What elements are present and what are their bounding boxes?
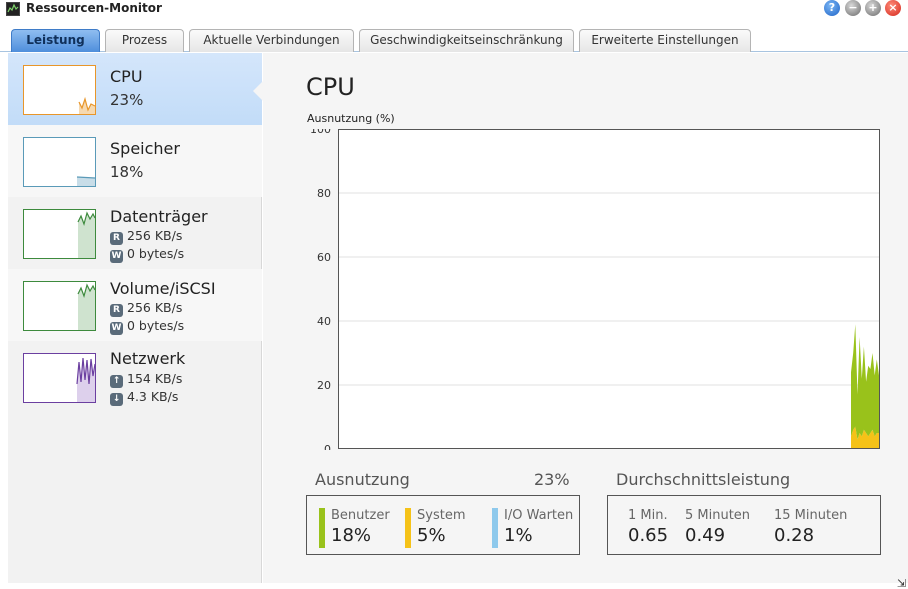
cpu-chart-svg: 100 80 60 40 20 0 [310, 129, 880, 450]
disk-write-rate: W 0 bytes/s [110, 246, 185, 263]
network-thumbnail-graph [23, 353, 96, 403]
sidebar-item-value: 18% [110, 163, 144, 181]
chart-y-tick-label: 40 [317, 315, 331, 328]
usage-total: 23% [534, 470, 570, 489]
sidebar-item-speicher[interactable]: Speicher 18% [8, 125, 262, 197]
memory-thumbnail-graph [23, 137, 96, 187]
chart-frame [338, 129, 880, 449]
tab-aktuelle-verbindungen[interactable]: Aktuelle Verbindungen [189, 29, 354, 52]
chart-y-tick-label: 80 [317, 187, 331, 200]
sidebar: CPU 23% Speicher 18% Datenträger R 256 KB… [8, 53, 262, 583]
network-download-rate: ↓ 4.3 KB/s [110, 389, 179, 406]
sidebar-item-cpu[interactable]: CPU 23% [8, 53, 262, 125]
read-icon: R [110, 304, 123, 317]
benutzer-color-bar [319, 508, 325, 548]
selection-pointer [253, 80, 264, 102]
load-5min-label: 5 Minuten [685, 508, 751, 523]
chart-y-tick-label: 100 [310, 129, 331, 136]
volume-write-rate: W 0 bytes/s [110, 318, 185, 335]
read-icon: R [110, 232, 123, 245]
network-download-value: 4.3 KB/s [127, 389, 179, 404]
chart-y-axis-label: Ausnutzung (%) [307, 112, 395, 125]
sidebar-item-label: Netzwerk [110, 349, 186, 368]
load-5min-value: 0.49 [685, 525, 726, 546]
write-icon: W [110, 322, 123, 335]
title-bar: Ressourcen-Monitor ? − + × [0, 0, 908, 22]
close-button[interactable]: × [885, 0, 901, 16]
load-average-box: 1 Min. 0.65 5 Minuten 0.49 15 Minuten 0.… [607, 495, 881, 555]
cpu-thumbnail-graph [23, 65, 96, 115]
load-1min-value: 0.65 [628, 525, 669, 546]
io-warten-color-bar [492, 508, 498, 548]
chart-y-tick-label: 60 [317, 251, 331, 264]
usage-benutzer-value: 18% [331, 525, 372, 546]
sidebar-item-label: Speicher [110, 139, 180, 158]
cpu-usage-chart: 100 80 60 40 20 0 [306, 129, 881, 450]
usage-breakdown-box: Benutzer 18% System 5% I/O Warten 1% [306, 495, 580, 555]
chart-y-tick-label: 20 [317, 379, 331, 392]
usage-system-value: 5% [417, 525, 446, 546]
load-1min-label: 1 Min. [628, 508, 668, 523]
chart-series-benutzer [851, 324, 879, 440]
sidebar-item-datentraeger[interactable]: Datenträger R 256 KB/s W 0 bytes/s [8, 197, 262, 269]
minimize-button[interactable]: − [845, 0, 861, 16]
disk-thumbnail-graph [23, 209, 96, 259]
load-15min-value: 0.28 [774, 525, 815, 546]
volume-read-rate: R 256 KB/s [110, 300, 183, 317]
usage-io-warten-value: 1% [504, 525, 533, 546]
sidebar-item-netzwerk[interactable]: Netzwerk ↑ 154 KB/s ↓ 4.3 KB/s [8, 341, 262, 413]
load-15min-label: 15 Minuten [774, 508, 848, 523]
tab-prozess[interactable]: Prozess [105, 29, 184, 52]
resource-monitor-app-icon [6, 2, 20, 16]
arrow-down-icon: ↓ [110, 393, 123, 406]
usage-system-label: System [417, 508, 466, 523]
main-panel: CPU Ausnutzung (%) 100 80 60 40 20 0 Ausnutzu… [263, 53, 908, 583]
tab-bar: Leistung Prozess Aktuelle Verbindungen G… [0, 22, 908, 52]
usage-section-title: Ausnutzung [315, 470, 410, 489]
system-color-bar [405, 508, 411, 548]
sidebar-item-volume-iscsi[interactable]: Volume/iSCSI R 256 KB/s W 0 bytes/s [8, 269, 262, 341]
sidebar-item-label: Datenträger [110, 207, 208, 226]
arrow-up-icon: ↑ [110, 375, 123, 388]
network-upload-value: 154 KB/s [127, 371, 183, 386]
tab-erweiterte-einstellungen[interactable]: Erweiterte Einstellungen [579, 29, 751, 52]
chart-series-system [851, 426, 879, 449]
maximize-button[interactable]: + [865, 0, 881, 16]
volume-thumbnail-graph [23, 281, 96, 331]
help-button[interactable]: ? [824, 0, 840, 16]
volume-write-value: 0 bytes/s [127, 318, 185, 333]
usage-benutzer-label: Benutzer [331, 508, 390, 523]
disk-write-value: 0 bytes/s [127, 246, 185, 261]
tab-leistung[interactable]: Leistung [11, 29, 100, 52]
page-title: CPU [306, 73, 355, 101]
volume-read-value: 256 KB/s [127, 300, 183, 315]
write-icon: W [110, 250, 123, 263]
window-title: Ressourcen-Monitor [26, 1, 162, 15]
disk-read-value: 256 KB/s [127, 228, 183, 243]
load-section-title: Durchschnittsleistung [616, 470, 791, 489]
resize-grip-icon[interactable]: ⇲ [897, 577, 907, 589]
chart-y-tick-label: 0 [324, 443, 331, 450]
disk-read-rate: R 256 KB/s [110, 228, 183, 245]
network-upload-rate: ↑ 154 KB/s [110, 371, 183, 388]
sidebar-item-label: CPU [110, 67, 143, 86]
usage-io-warten-label: I/O Warten [504, 508, 574, 523]
sidebar-item-value: 23% [110, 91, 144, 109]
tab-geschwindigkeitseinschraenkung[interactable]: Geschwindigkeitseinschränkung [359, 29, 574, 52]
chart-plot-area [338, 129, 880, 449]
sidebar-item-label: Volume/iSCSI [110, 279, 216, 298]
